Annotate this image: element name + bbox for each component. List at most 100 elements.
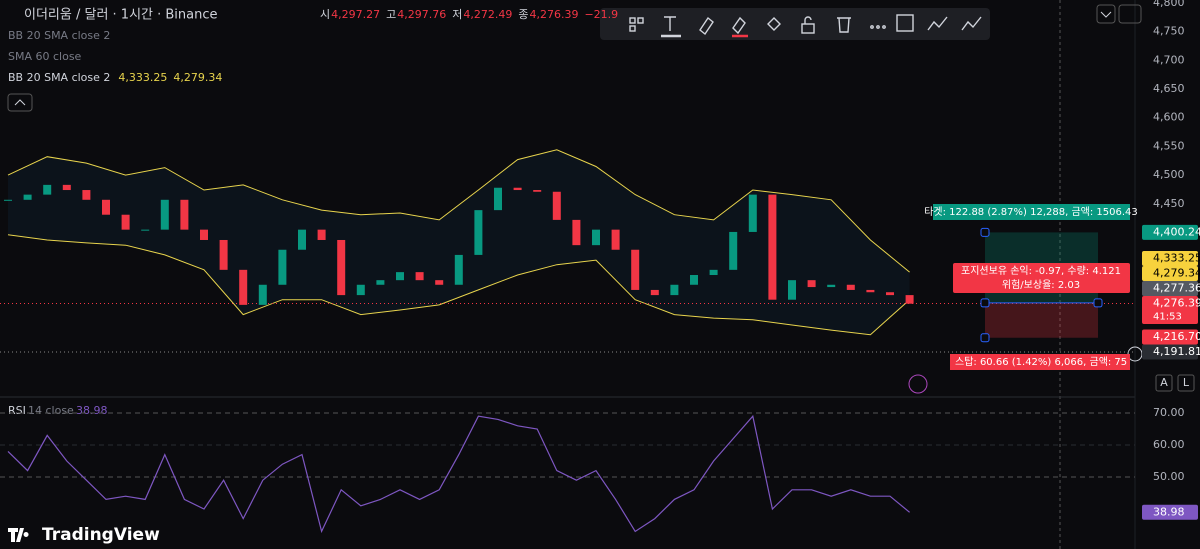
rsi-line [7,414,910,534]
ohlc-key: 저 [452,8,462,21]
candle [670,284,679,296]
delete[interactable] [837,17,851,33]
symbol: 이더리움 / 달러 · 1시간 · Binance [24,8,218,23]
price-label: 4,279.34 [1153,266,1200,279]
candle [709,269,718,276]
rsi-value: 38.98 [76,404,108,417]
scroll-button[interactable] [1096,4,1116,24]
fill[interactable] [732,16,746,35]
price-label: 4,276.39 [1153,296,1200,309]
candle [729,231,738,270]
toolbar [600,8,990,40]
candle [62,184,71,191]
handle[interactable] [980,227,990,237]
candle [239,269,248,305]
candle [278,249,287,285]
candle [160,199,169,230]
candle [827,284,836,288]
ratio-label: 위험/보상율: 2.03 [1002,278,1080,291]
pattern[interactable] [961,16,982,31]
candle [376,280,385,285]
collapse-button[interactable] [7,93,33,112]
alert-icon[interactable] [908,374,928,394]
price-label: 4,333.25 [1153,251,1200,264]
candle [905,295,914,304]
settings[interactable] [767,17,781,31]
scale-button[interactable] [1177,374,1195,392]
price-label-bg [1142,280,1198,296]
stop-label: 스탑: 60.66 (1.42%) 6,066, 금액: 75 [955,356,1127,368]
price-label-bg [1142,224,1198,240]
y-tick-label: 4,750 [1153,25,1185,38]
price-label-bg [1142,329,1198,345]
candle [748,194,757,232]
candle [768,194,777,300]
candle [337,239,346,296]
ohlc-value: 4,297.27 [331,8,380,21]
rsi-tick-label: 60.00 [1153,438,1185,451]
candle [631,249,640,290]
target-label: 타겟: 122.88 (2.87%) 12,288, 금액: 1506.43 [924,206,1138,218]
text-tool[interactable] [664,16,676,31]
icon [14,99,26,106]
ohlc-value: 4,276.39 [529,8,578,21]
band-fill [8,149,910,335]
candle [121,214,130,230]
y-tick-label: 4,650 [1153,82,1185,95]
candle [23,194,32,200]
rsi-value-label-bg [1142,504,1198,520]
y-tick-label: 4,800 [1153,0,1185,9]
scale-button-label: L [1183,376,1190,389]
handle[interactable] [980,333,990,343]
brush[interactable] [699,16,714,36]
indicator-name: SMA 60 close [8,50,82,63]
candle [866,289,875,293]
ohlc-value: 4,272.49 [463,8,512,21]
handle[interactable] [980,298,990,308]
pattern[interactable] [927,16,948,31]
ohlc-key: 고 [386,8,396,21]
logo-mark [8,528,29,542]
pnl-label-bg [953,263,1130,293]
price-label: 4,191.81 [1153,345,1200,358]
candle [141,229,150,231]
stop-zone [985,302,1098,338]
bollinger-band [7,234,910,336]
rect-tool[interactable] [896,14,914,32]
candle [788,280,796,300]
candle [846,284,855,290]
candle [454,254,463,285]
ohlc-key: 종 [518,8,528,21]
indicator-name: BB 20 SMA close 2 [8,29,110,42]
icon[interactable] [637,17,644,24]
price-label: 4,277.36 [1153,281,1200,294]
bollinger-band [7,149,910,273]
handle[interactable] [1093,298,1103,308]
candle [807,280,816,288]
icon[interactable] [629,17,636,24]
icon[interactable] [629,25,636,32]
rsi-value-label: 38.98 [1153,505,1185,518]
candle [611,229,620,250]
lock[interactable] [801,23,815,34]
candle [415,272,424,281]
icon [1100,11,1112,18]
candle [317,229,326,240]
y-tick-label: 4,700 [1153,53,1185,66]
candle [435,280,444,285]
candle [180,199,189,230]
target-label-bg [933,204,1130,220]
logo: TradingView [42,525,160,545]
candle [552,191,561,220]
indicator-name: BB 20 SMA close 2 [8,71,110,84]
y-tick-label: 4,450 [1153,197,1185,210]
rsi-name: RSI [8,404,26,417]
candle [572,219,581,246]
y-tick-label: 4,600 [1153,111,1185,124]
fullscreen-button[interactable] [1118,4,1142,24]
pnl-label: 포지션보유 손익: -0.97, 수량: 4.121 [961,265,1121,277]
candle [102,199,110,215]
scale-button[interactable] [1155,374,1173,392]
candle [298,229,306,250]
